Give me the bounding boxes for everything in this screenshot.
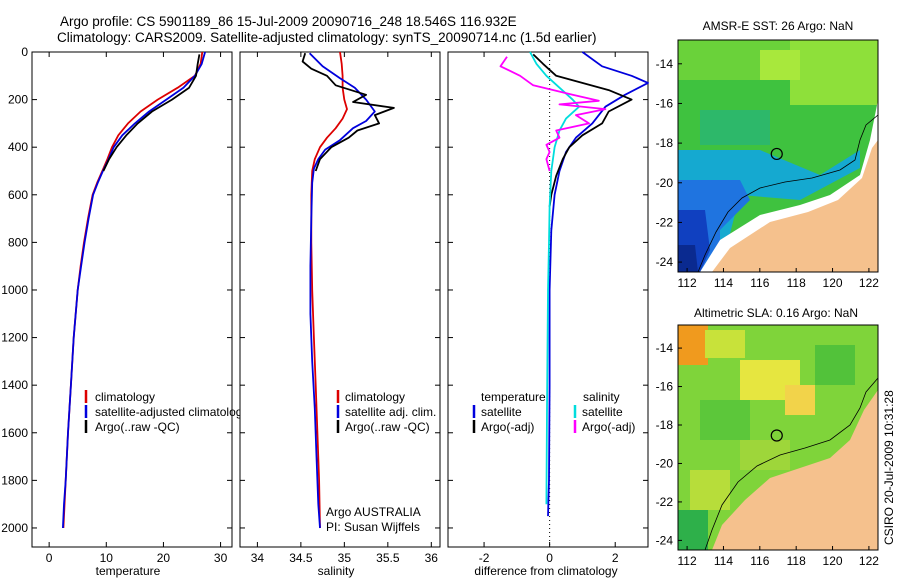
salinity-xlabel: salinity: [318, 564, 355, 578]
x-tick-label: 34.5: [289, 551, 313, 565]
series-salinity-argo: [499, 56, 607, 172]
sla-map-frame: [677, 324, 879, 551]
map-y-tick-label: -22: [656, 495, 674, 509]
temperature-panel: 0 10 20 30 0 200 400 600 800 1000 1200 1400 1600 1800…: [1, 45, 248, 578]
x-tick-label: 35.5: [376, 551, 400, 565]
map-y-tick-label: -16: [656, 96, 674, 110]
y-tick-label: 1200: [1, 331, 28, 345]
series-argo: [102, 54, 201, 172]
map-y-tick-label: -18: [656, 136, 674, 150]
difference-xlabel: difference from climatology: [474, 564, 617, 578]
map-x-tick-label: 112: [678, 554, 697, 568]
difference-legend: temperature satellite Argo(-adj) salinit…: [472, 390, 635, 434]
temperature-axes: [31, 51, 233, 548]
sst-map-image: [678, 40, 878, 272]
map-x-tick-label: 116: [750, 276, 769, 290]
x-tick-label: 30: [214, 551, 228, 565]
legend-climatology-label: climatology: [95, 390, 155, 404]
legend-temperature-heading: temperature: [481, 390, 546, 404]
map-x-tick-label: 116: [750, 554, 769, 568]
legend-argo-label: Argo(..raw -QC): [345, 420, 430, 434]
temperature-xlabel: temperature: [96, 564, 161, 578]
map-x-tick-label: 114: [714, 276, 733, 290]
sst-map-frame: [677, 39, 879, 273]
float-pi: PI: Susan Wijffels: [326, 520, 420, 534]
map-y-tick-label: -20: [656, 456, 674, 470]
figure-title: Argo profile: CS 5901189_86 15-Jul-2009 …: [60, 14, 517, 29]
legend-sal-argo-label: Argo(-adj): [582, 420, 635, 434]
x-tick-label: 0: [546, 551, 553, 565]
map-x-tick-label: 120: [823, 554, 843, 568]
legend-argo-label: Argo(..raw -QC): [95, 420, 180, 434]
map-x-tick-label: 120: [823, 276, 843, 290]
y-tick-label: 1600: [1, 426, 28, 440]
y-tick-label: 2000: [1, 521, 28, 535]
map-x-tick-label: 118: [787, 554, 806, 568]
y-tick-label: 400: [8, 140, 28, 154]
map-x-tick-label: 122: [859, 276, 879, 290]
y-tick-label: 800: [8, 235, 28, 249]
y-tick-label: 1400: [1, 378, 28, 392]
map-y-tick-label: -14: [656, 341, 674, 355]
x-tick-label: 36: [425, 551, 439, 565]
x-tick-label: 0: [46, 551, 53, 565]
x-tick-label: 10: [100, 551, 114, 565]
map-y-tick-label: -24: [656, 255, 674, 269]
map-y-tick-label: -22: [656, 215, 674, 229]
sst-map-title: AMSR-E SST: 26 Argo: NaN: [703, 19, 854, 33]
legend-sal-satellite-label: satellite: [582, 405, 623, 419]
salinity-axes: [239, 51, 441, 548]
map-y-tick-label: -20: [656, 176, 674, 190]
csiro-timestamp: CSIRO 20-Jul-2009 10:31:28: [882, 390, 896, 545]
sla-map-title: Altimetric SLA: 0.16 Argo: NaN: [694, 306, 858, 320]
x-tick-label: 35: [338, 551, 352, 565]
sst-argo-location-marker: [770, 147, 783, 161]
x-tick-label: 34: [251, 551, 265, 565]
salinity-panel: 34 34.5 35 35.5 36 salinity climatology sate…: [239, 51, 441, 578]
x-tick-label: -2: [479, 551, 490, 565]
sst-map-panel: AMSR-E SST: 26 Argo: NaN 112 114 116 118 120…: [656, 19, 880, 290]
y-tick-label: 0: [21, 45, 28, 59]
map-x-tick-label: 118: [787, 276, 806, 290]
y-tick-label: 1800: [1, 473, 28, 487]
x-tick-label: 2: [612, 551, 619, 565]
y-tick-label: 1000: [1, 283, 28, 297]
difference-panel: -2 0 2 difference from climatology tempera…: [447, 51, 649, 578]
map-y-tick-label: -14: [656, 57, 674, 71]
map-y-tick-label: -18: [656, 418, 674, 432]
map-x-tick-label: 122: [859, 554, 879, 568]
series-argo: [301, 52, 395, 172]
legend-climatology-label: climatology: [345, 390, 405, 404]
map-y-tick-label: -24: [656, 533, 674, 547]
sla-map-panel: Altimetric SLA: 0.16 Argo: NaN 112 114 116…: [656, 306, 880, 568]
series-temperature-argo: [532, 53, 633, 207]
sla-map-image: [678, 325, 878, 550]
map-y-tick-label: -16: [656, 380, 674, 394]
map-x-tick-label: 114: [714, 554, 733, 568]
legend-satellite-label: satellite adj. clim.: [345, 405, 436, 419]
x-tick-label: 20: [157, 551, 171, 565]
map-x-tick-label: 112: [678, 276, 697, 290]
temperature-legend: climatology satellite-adjusted climatolo…: [84, 390, 248, 434]
y-tick-label: 200: [8, 93, 28, 107]
legend-temp-argo-label: Argo(-adj): [481, 420, 534, 434]
legend-temp-satellite-label: satellite: [481, 405, 522, 419]
series-climatology: [310, 51, 348, 529]
series-satellite: [62, 51, 206, 529]
y-tick-label: 600: [8, 188, 28, 202]
sla-argo-location-marker: [770, 429, 783, 442]
float-owner: Argo AUSTRALIA: [326, 505, 421, 519]
figure-subtitle: Climatology: CARS2009. Satellite-adjuste…: [57, 30, 597, 45]
salinity-legend: climatology satellite adj. clim. Argo(..…: [336, 390, 436, 434]
legend-satellite-label: satellite-adjusted climatology: [95, 405, 248, 419]
legend-salinity-heading: salinity: [583, 390, 620, 404]
